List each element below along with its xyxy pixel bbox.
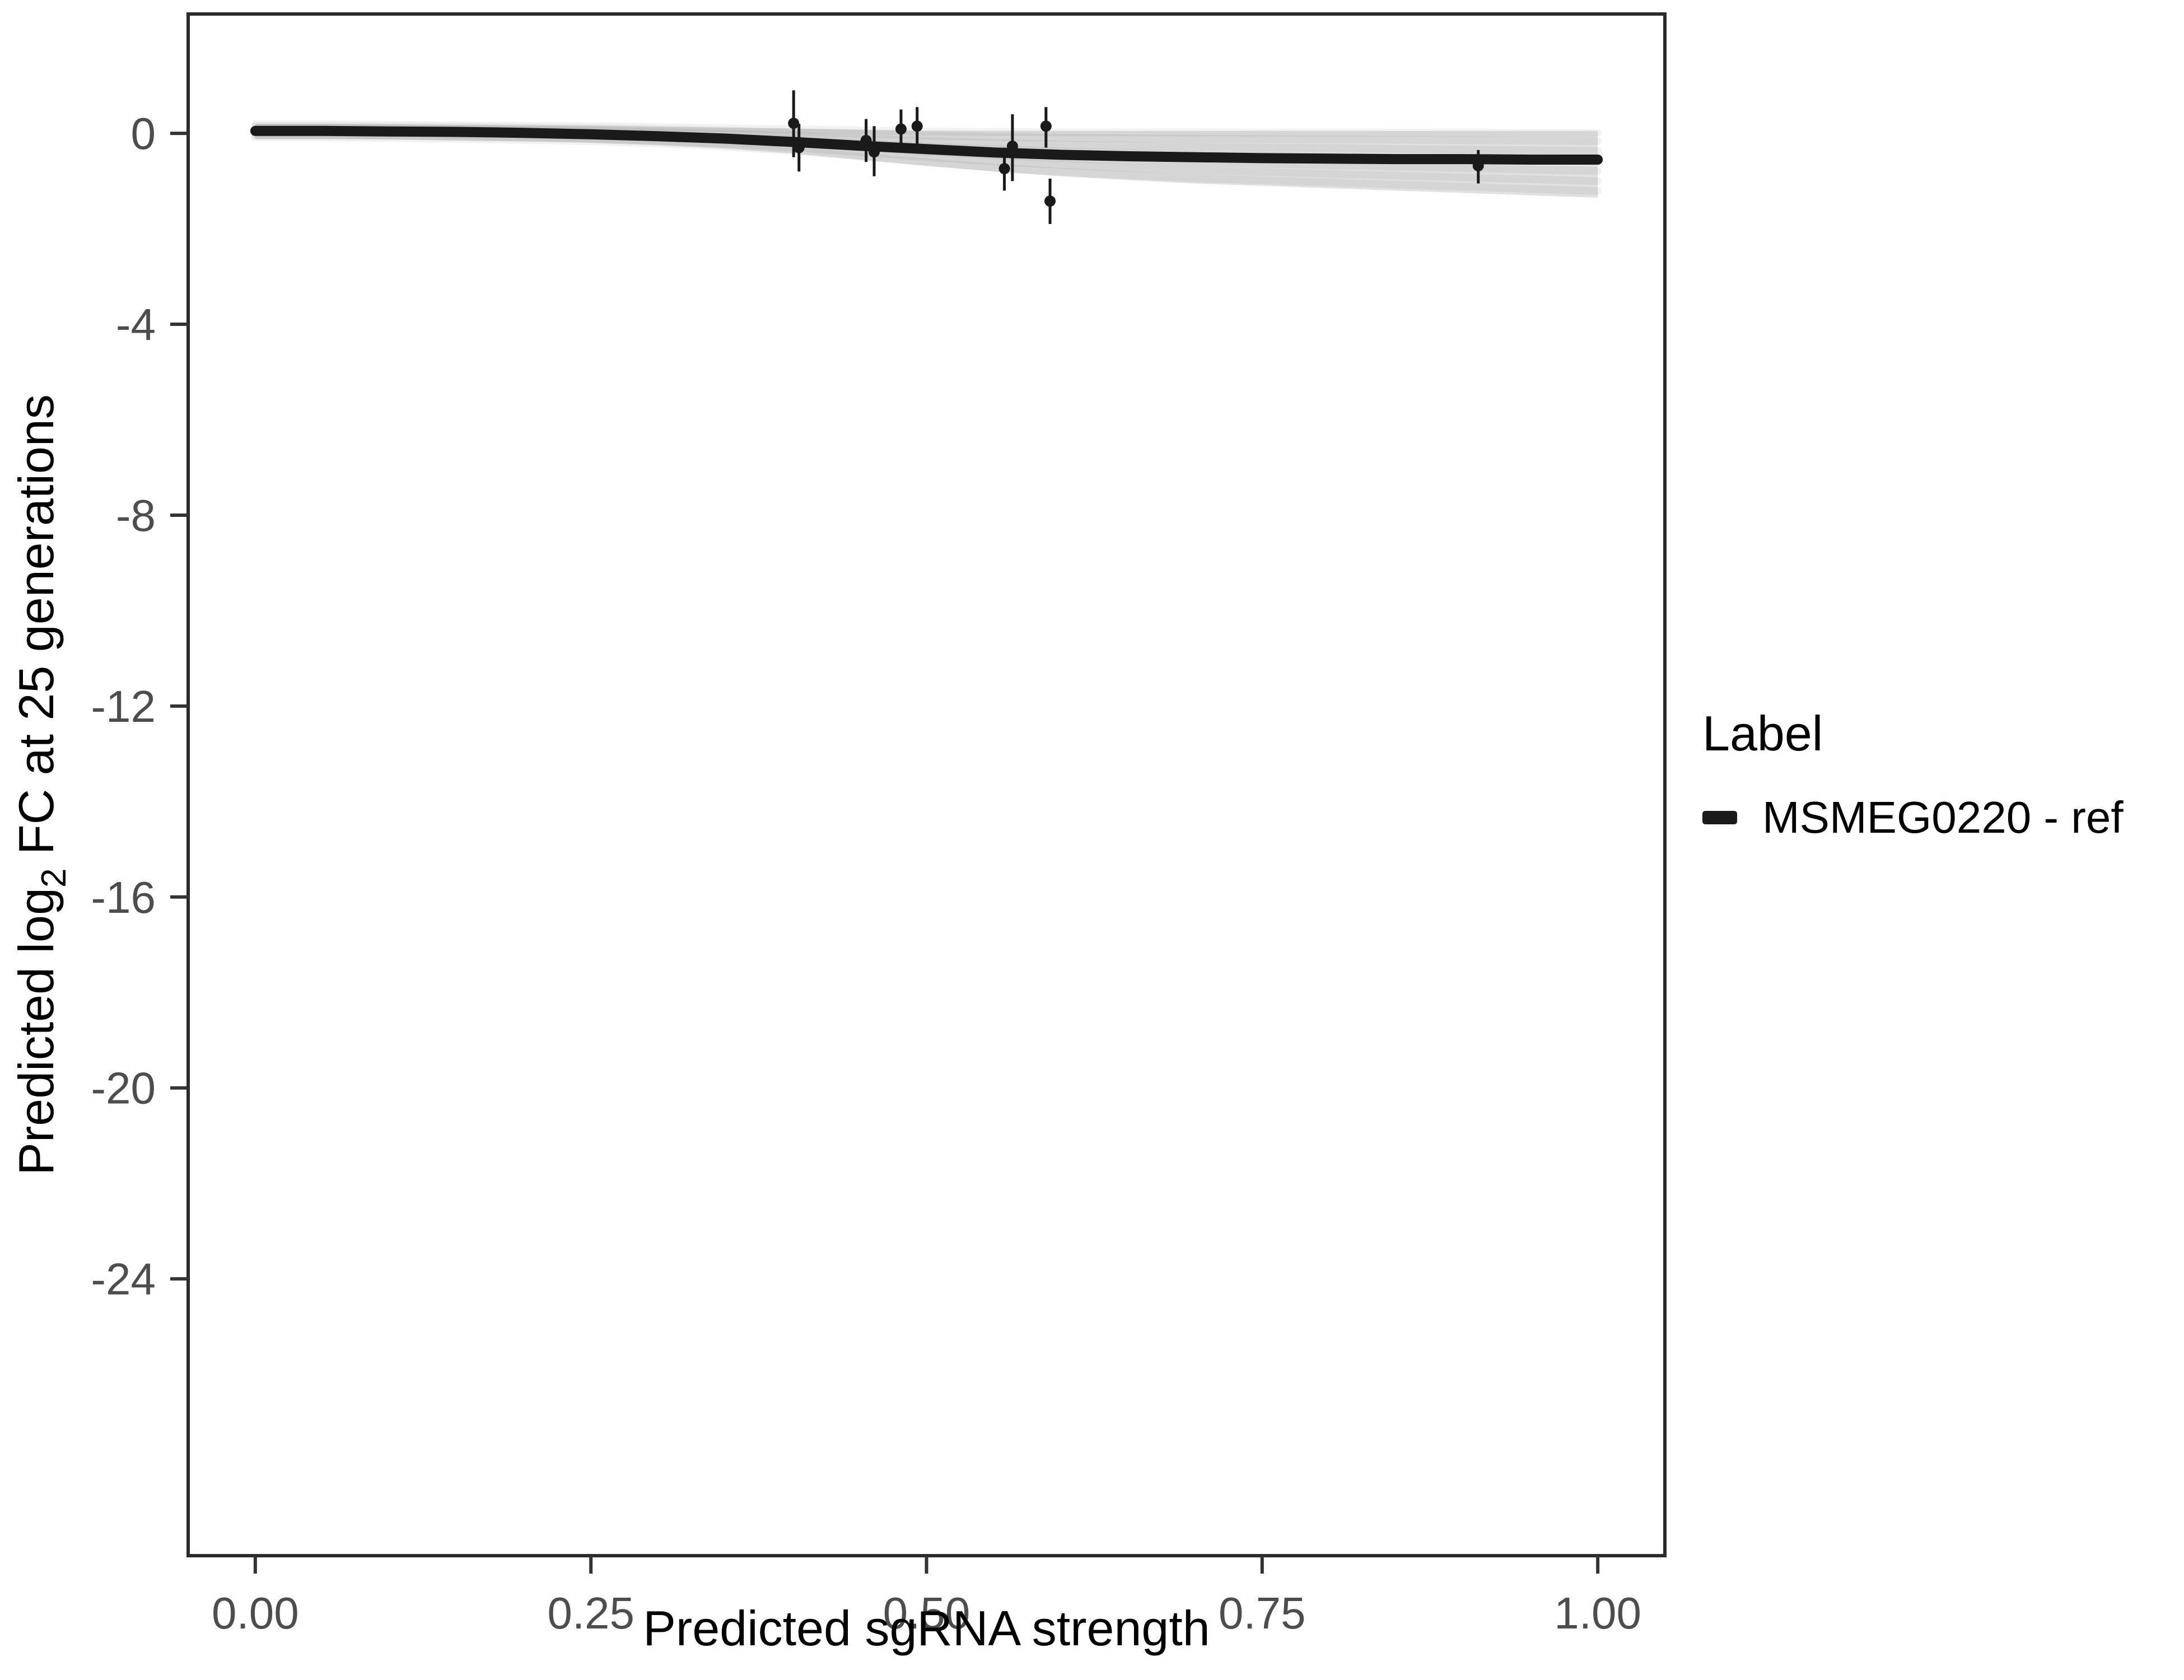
data-point <box>895 123 907 135</box>
data-point <box>1006 141 1018 152</box>
data-point <box>911 120 923 132</box>
y-tick-label: -20 <box>91 1063 156 1113</box>
y-tick-label: -24 <box>91 1254 156 1304</box>
trend-line <box>250 125 1603 165</box>
data-point <box>1472 160 1484 172</box>
y-tick-label: 0 <box>131 109 156 158</box>
data-point <box>788 118 800 129</box>
x-tick-label: 0.25 <box>547 1588 634 1638</box>
y-tick-label: -4 <box>116 300 156 349</box>
data-point <box>869 146 880 158</box>
legend-item-label: MSMEG0220 - ref <box>1762 792 2124 842</box>
x-tick-label: 0.75 <box>1219 1588 1306 1638</box>
legend-title: Label <box>1702 706 1823 761</box>
data-point <box>998 163 1010 175</box>
legend-key-line-icon <box>1702 810 1737 824</box>
y-tick-label: -16 <box>91 872 156 922</box>
legend-item: MSMEG0220 - ref <box>1702 792 2124 843</box>
y-tick-label: -8 <box>116 491 156 540</box>
legend: Label MSMEG0220 - ref <box>1702 706 2124 843</box>
x-tick-label: 1.00 <box>1554 1588 1641 1638</box>
x-tick-label: 0.00 <box>212 1588 299 1638</box>
x-axis-title: Predicted sgRNA strength <box>643 1600 1210 1656</box>
data-point <box>793 142 805 153</box>
y-axis-title: Predicted log2 FC at 25 generations <box>8 394 73 1175</box>
x-axis: 0.00 0.25 0.50 0.75 1.00 Predicted sgRNA stre… <box>212 1556 1641 1656</box>
y-axis: 0 -4 -8 -12 -16 -20 -24 Predicted log2 FC at 25… <box>8 109 188 1304</box>
data-points <box>788 90 1484 225</box>
x-tick-label: 0.50 <box>883 1588 970 1638</box>
y-tick-label: -12 <box>91 682 156 731</box>
panel-border <box>186 12 1667 1557</box>
data-point <box>1040 120 1052 132</box>
data-point <box>860 134 872 146</box>
data-point <box>1044 195 1056 207</box>
